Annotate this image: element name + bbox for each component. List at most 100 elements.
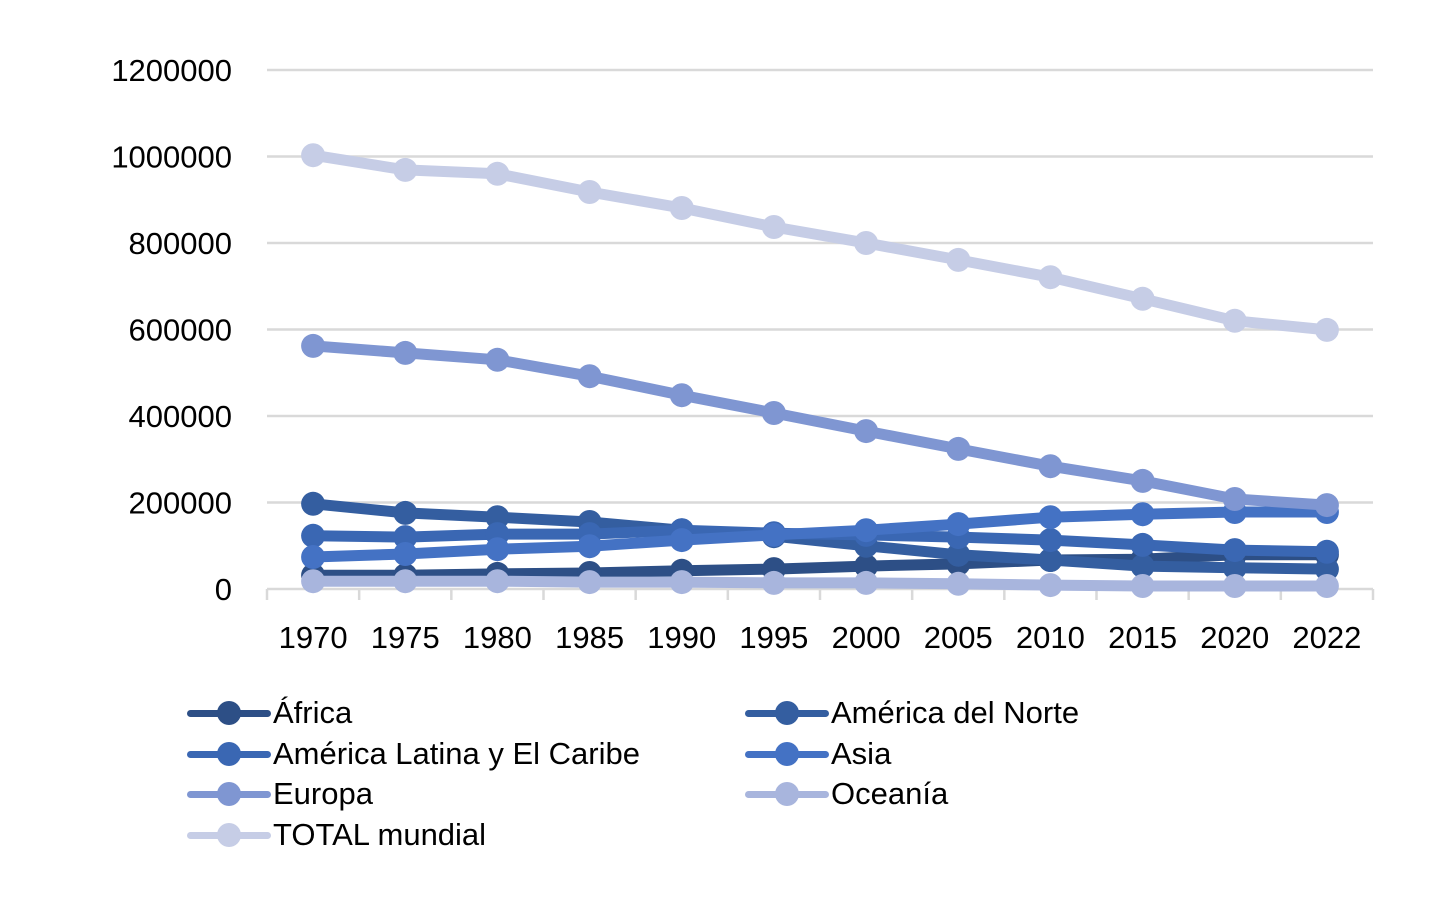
x-tick-label: 2020 [1200, 620, 1269, 655]
x-tick-label: 1990 [647, 620, 716, 655]
x-tick-label: 1970 [279, 620, 348, 655]
series-oceanía [301, 569, 1339, 598]
gridlines [267, 68, 1373, 504]
legend-marker-icon [185, 693, 273, 733]
legend-label: Asia [831, 735, 892, 771]
y-tick-label: 200000 [129, 486, 232, 521]
data-point [1130, 502, 1155, 527]
data-point [1130, 554, 1155, 579]
legend-marker-icon [185, 734, 273, 774]
data-point [669, 570, 694, 595]
legend-label: TOTAL mundial [273, 816, 487, 852]
series-europa [301, 333, 1339, 518]
data-point [1130, 532, 1155, 557]
x-axis: 1970 1975 1980 1985 1990 1995 2000 2005 2010 2015… [265, 587, 1375, 655]
y-tick-label: 1000000 [111, 140, 232, 175]
data-point [577, 534, 602, 559]
legend-item[interactable]: Oceanía [743, 774, 948, 814]
data-point [761, 215, 786, 239]
data-point [485, 569, 510, 594]
data-point [301, 523, 326, 548]
data-point [1038, 548, 1063, 572]
series-line [307, 506, 1333, 563]
data-point [854, 554, 879, 579]
data-point [485, 537, 510, 562]
legend-label: Oceanía [831, 776, 949, 811]
x-tick-label: 2000 [832, 620, 901, 655]
legend-item[interactable]: Asia [743, 734, 891, 774]
data-point [854, 570, 879, 595]
data-point [761, 570, 786, 595]
data-point [577, 180, 602, 204]
data-point [761, 401, 786, 425]
series-total-mundial [301, 143, 1339, 342]
legend-item[interactable]: América Latina y El Caribe [185, 734, 640, 774]
data-point [1222, 487, 1247, 511]
data-point [1038, 528, 1063, 553]
legend-dot [217, 741, 241, 766]
legend-dot [775, 741, 799, 766]
data-point [946, 436, 971, 461]
data-point [393, 157, 418, 182]
data-point [1038, 505, 1063, 530]
series-line [307, 498, 1333, 575]
data-point [1314, 557, 1339, 582]
series-asia [301, 500, 1339, 569]
data-point [946, 542, 971, 567]
x-tick-label: 2005 [924, 620, 993, 655]
data-point [854, 518, 879, 543]
data-point [1038, 265, 1063, 290]
data-point [1222, 574, 1247, 598]
data-point [854, 231, 879, 255]
legend-label: América del Norte [831, 695, 1080, 730]
legend-item[interactable]: TOTAL mundial [185, 815, 486, 855]
legend-marker-icon [743, 734, 831, 774]
data-point [669, 528, 694, 553]
data-point [946, 247, 971, 272]
data-point [669, 196, 694, 220]
data-point [1222, 538, 1247, 563]
y-tick-label: 0 [215, 572, 232, 607]
data-point [485, 505, 510, 530]
x-tick-label: 2022 [1292, 620, 1361, 655]
data-point [1222, 555, 1247, 580]
series-line [307, 149, 1333, 336]
data-point [1222, 308, 1247, 333]
data-point [1130, 574, 1155, 598]
data-point [761, 522, 786, 547]
data-point [393, 525, 418, 550]
series-line [307, 549, 1333, 581]
legend-dot [217, 701, 241, 725]
data-point [1130, 468, 1155, 493]
data-point [485, 161, 510, 186]
legend-dot [775, 701, 799, 725]
data-point [577, 364, 602, 389]
legend-marker-icon [185, 815, 273, 855]
x-tick-label: 1995 [739, 620, 808, 655]
data-point [1038, 454, 1063, 479]
legend-marker-icon [743, 693, 831, 733]
series-line [307, 340, 1333, 511]
y-tick-label: 1200000 [111, 53, 232, 88]
data-point [1314, 493, 1339, 518]
data-point [393, 569, 418, 594]
data-point [1314, 574, 1339, 598]
data-point [393, 340, 418, 365]
legend-item[interactable]: América del Norte [743, 693, 1079, 733]
data-point [301, 491, 326, 516]
legend-item[interactable]: África [185, 693, 352, 733]
y-tick-label: 800000 [129, 226, 232, 261]
legend-dot [217, 782, 241, 806]
x-tick-label: 1985 [555, 620, 624, 655]
data-point [577, 570, 602, 595]
legend-dot [775, 782, 799, 806]
data-point [301, 545, 326, 569]
y-tick-label: 400000 [129, 399, 232, 434]
legend-label: Europa [273, 776, 373, 811]
legend-item[interactable]: Europa [185, 774, 373, 814]
data-point [1314, 539, 1339, 564]
data-point [301, 333, 326, 358]
data-point [301, 569, 326, 594]
